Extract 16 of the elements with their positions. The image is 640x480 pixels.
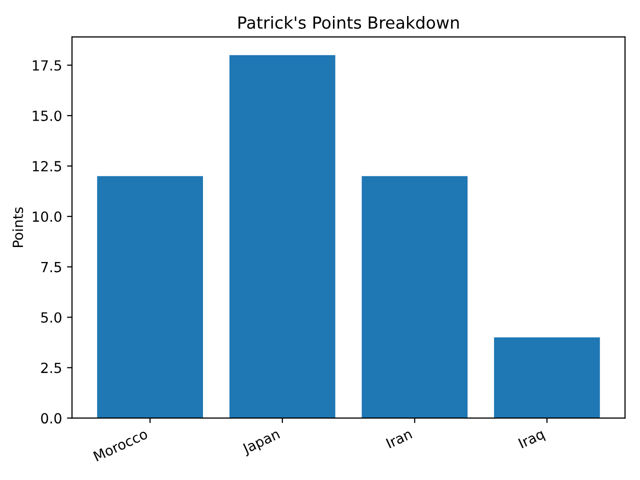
y-axis-title: Points xyxy=(12,207,24,248)
y-tick-label: 12.5 xyxy=(32,160,62,172)
y-tick-label: 17.5 xyxy=(32,60,62,71)
y-tick-label: 10.0 xyxy=(32,211,62,222)
y-tick-label: 15.0 xyxy=(32,110,62,122)
y-tick-label: 7.5 xyxy=(41,262,62,272)
y-tick-label: 0.0 xyxy=(41,413,62,424)
y-tick-label: 2.5 xyxy=(41,362,62,374)
bar xyxy=(97,176,203,418)
chart-title: Patrick's Points Breakdown xyxy=(238,16,459,29)
bar xyxy=(362,176,468,418)
bar xyxy=(494,337,600,418)
x-tick-label: Iran xyxy=(386,428,412,448)
x-tick-label: Iraq xyxy=(518,428,546,451)
y-tick-label: 5.0 xyxy=(41,312,62,323)
bar xyxy=(229,55,336,418)
